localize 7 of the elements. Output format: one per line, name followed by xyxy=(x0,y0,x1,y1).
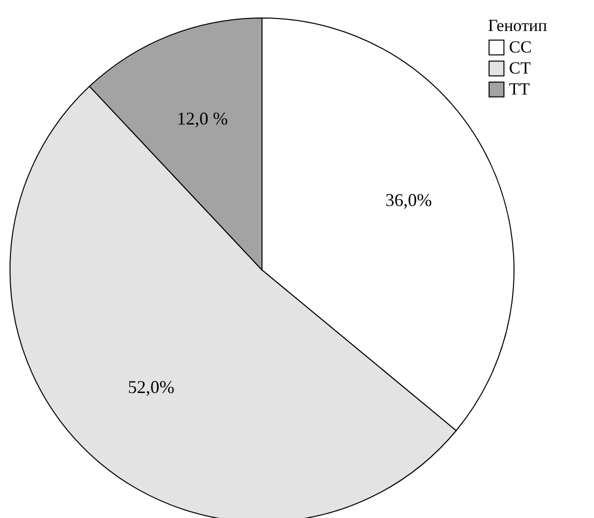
data-label: 36,0% xyxy=(385,190,432,210)
legend-label: CT xyxy=(509,58,532,78)
legend-title: Генотип xyxy=(488,16,548,35)
legend-label: CC xyxy=(509,38,532,56)
data-label: 52,0% xyxy=(128,377,174,398)
data-label: 12,0 % xyxy=(176,108,228,128)
legend-label: TT xyxy=(509,80,530,98)
